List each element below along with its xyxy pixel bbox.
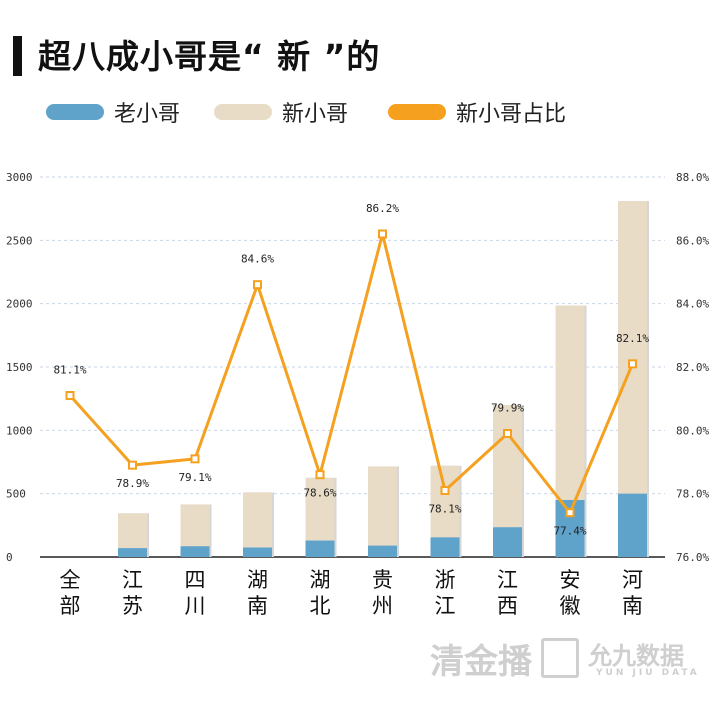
legend-label-new: 新小哥 bbox=[282, 102, 349, 127]
bar-old bbox=[493, 527, 522, 557]
ratio-point bbox=[440, 486, 450, 495]
ratio-point bbox=[128, 460, 137, 470]
y2-tick-label: 84.0% bbox=[676, 298, 709, 311]
legend-label-old: 老小哥 bbox=[114, 102, 181, 127]
bar-new bbox=[305, 477, 335, 541]
bar-old bbox=[618, 493, 647, 557]
bar-new bbox=[118, 513, 147, 549]
y-tick-label: 1000 bbox=[6, 424, 33, 437]
bar-old bbox=[368, 545, 397, 557]
x-tick-label: 南 bbox=[247, 594, 268, 618]
y2-tick-label: 82.0% bbox=[676, 361, 709, 374]
ratio-data-label: 78.6% bbox=[303, 487, 336, 500]
x-tick-label: 北 bbox=[310, 594, 331, 618]
ratio-data-label: 77.4% bbox=[553, 525, 586, 538]
chart-title: 超八成小哥是“ 新 ”的 bbox=[38, 37, 381, 76]
x-tick-label: 西 bbox=[497, 594, 518, 618]
ratio-data-label: 81.1% bbox=[53, 364, 86, 377]
legend-label-ratio: 新小哥占比 bbox=[456, 102, 567, 127]
legend-swatch-ratio bbox=[388, 104, 446, 120]
bar-new bbox=[243, 492, 272, 548]
x-tick-label: 贵 bbox=[372, 568, 393, 592]
bar-old bbox=[243, 547, 272, 557]
watermark-right-logo-icon bbox=[541, 638, 579, 678]
ratio-point bbox=[378, 229, 387, 239]
ratio-point bbox=[253, 280, 262, 290]
bar-new bbox=[493, 405, 522, 528]
x-tick-label: 湖 bbox=[310, 568, 331, 592]
ratio-line bbox=[68, 232, 634, 515]
ratio-data-label: 84.6% bbox=[241, 253, 274, 266]
x-tick-label: 全 bbox=[60, 568, 81, 592]
bar-new bbox=[555, 305, 585, 500]
ratio-point bbox=[565, 508, 575, 518]
x-tick-label: 江 bbox=[435, 594, 456, 618]
x-tick-label: 湖 bbox=[247, 568, 268, 592]
ratio-point bbox=[315, 470, 325, 480]
x-tick-label: 河 bbox=[622, 568, 643, 592]
ratio-point bbox=[628, 359, 637, 369]
legend-swatch-old bbox=[46, 104, 104, 120]
ratio-point bbox=[503, 429, 512, 438]
bar-old bbox=[305, 540, 335, 557]
bar-old bbox=[430, 537, 460, 557]
y-tick-label: 2500 bbox=[6, 234, 33, 247]
x-tick-label: 四 bbox=[185, 568, 206, 592]
bar-old bbox=[180, 546, 210, 557]
legend-item-old: 老小哥 bbox=[46, 98, 181, 127]
ratio-point bbox=[190, 454, 200, 464]
legend-swatch-new bbox=[214, 104, 272, 120]
y2-tick-label: 80.0% bbox=[676, 424, 709, 437]
legend-item-new: 新小哥 bbox=[214, 98, 349, 127]
title-bar bbox=[13, 36, 22, 76]
x-tick-label: 江 bbox=[497, 568, 518, 592]
bar-new bbox=[618, 201, 647, 494]
y2-tick-label: 88.0% bbox=[676, 171, 709, 184]
watermark-left: 清金播 bbox=[430, 642, 532, 682]
y2-tick-label: 86.0% bbox=[676, 234, 709, 247]
y-tick-label: 2000 bbox=[6, 298, 33, 311]
x-tick-label: 部 bbox=[60, 594, 81, 618]
x-tick-label: 州 bbox=[372, 594, 393, 618]
ratio-data-label: 79.1% bbox=[178, 471, 211, 484]
watermark-right: 允九数据 bbox=[588, 642, 684, 670]
y-tick-label: 0 bbox=[6, 551, 13, 564]
ratio-point bbox=[65, 391, 75, 400]
bar-new bbox=[180, 504, 210, 547]
ratio-data-label: 78.1% bbox=[428, 503, 461, 516]
y2-tick-label: 76.0% bbox=[676, 551, 709, 564]
ratio-data-label: 78.9% bbox=[116, 477, 149, 490]
ratio-data-label: 79.9% bbox=[491, 402, 524, 415]
x-tick-label: 江 bbox=[122, 568, 143, 592]
bar-new bbox=[430, 465, 460, 538]
y-tick-label: 3000 bbox=[6, 171, 33, 184]
ratio-data-label: 82.1% bbox=[616, 332, 649, 345]
x-tick-label: 徽 bbox=[560, 594, 581, 618]
bar-new bbox=[368, 466, 397, 546]
x-tick-label: 川 bbox=[185, 594, 206, 618]
legend-item-ratio: 新小哥占比 bbox=[388, 98, 567, 127]
bar-old bbox=[118, 548, 147, 557]
y-tick-label: 1500 bbox=[6, 361, 33, 374]
x-tick-label: 南 bbox=[622, 594, 643, 618]
y-tick-label: 500 bbox=[6, 488, 26, 501]
watermark-right-sub: YUN JIU DATA bbox=[596, 668, 700, 678]
x-tick-label: 浙 bbox=[435, 568, 456, 592]
x-tick-label: 苏 bbox=[122, 594, 143, 618]
y2-tick-label: 78.0% bbox=[676, 488, 709, 501]
ratio-data-label: 86.2% bbox=[366, 202, 399, 215]
x-tick-label: 安 bbox=[560, 568, 581, 592]
